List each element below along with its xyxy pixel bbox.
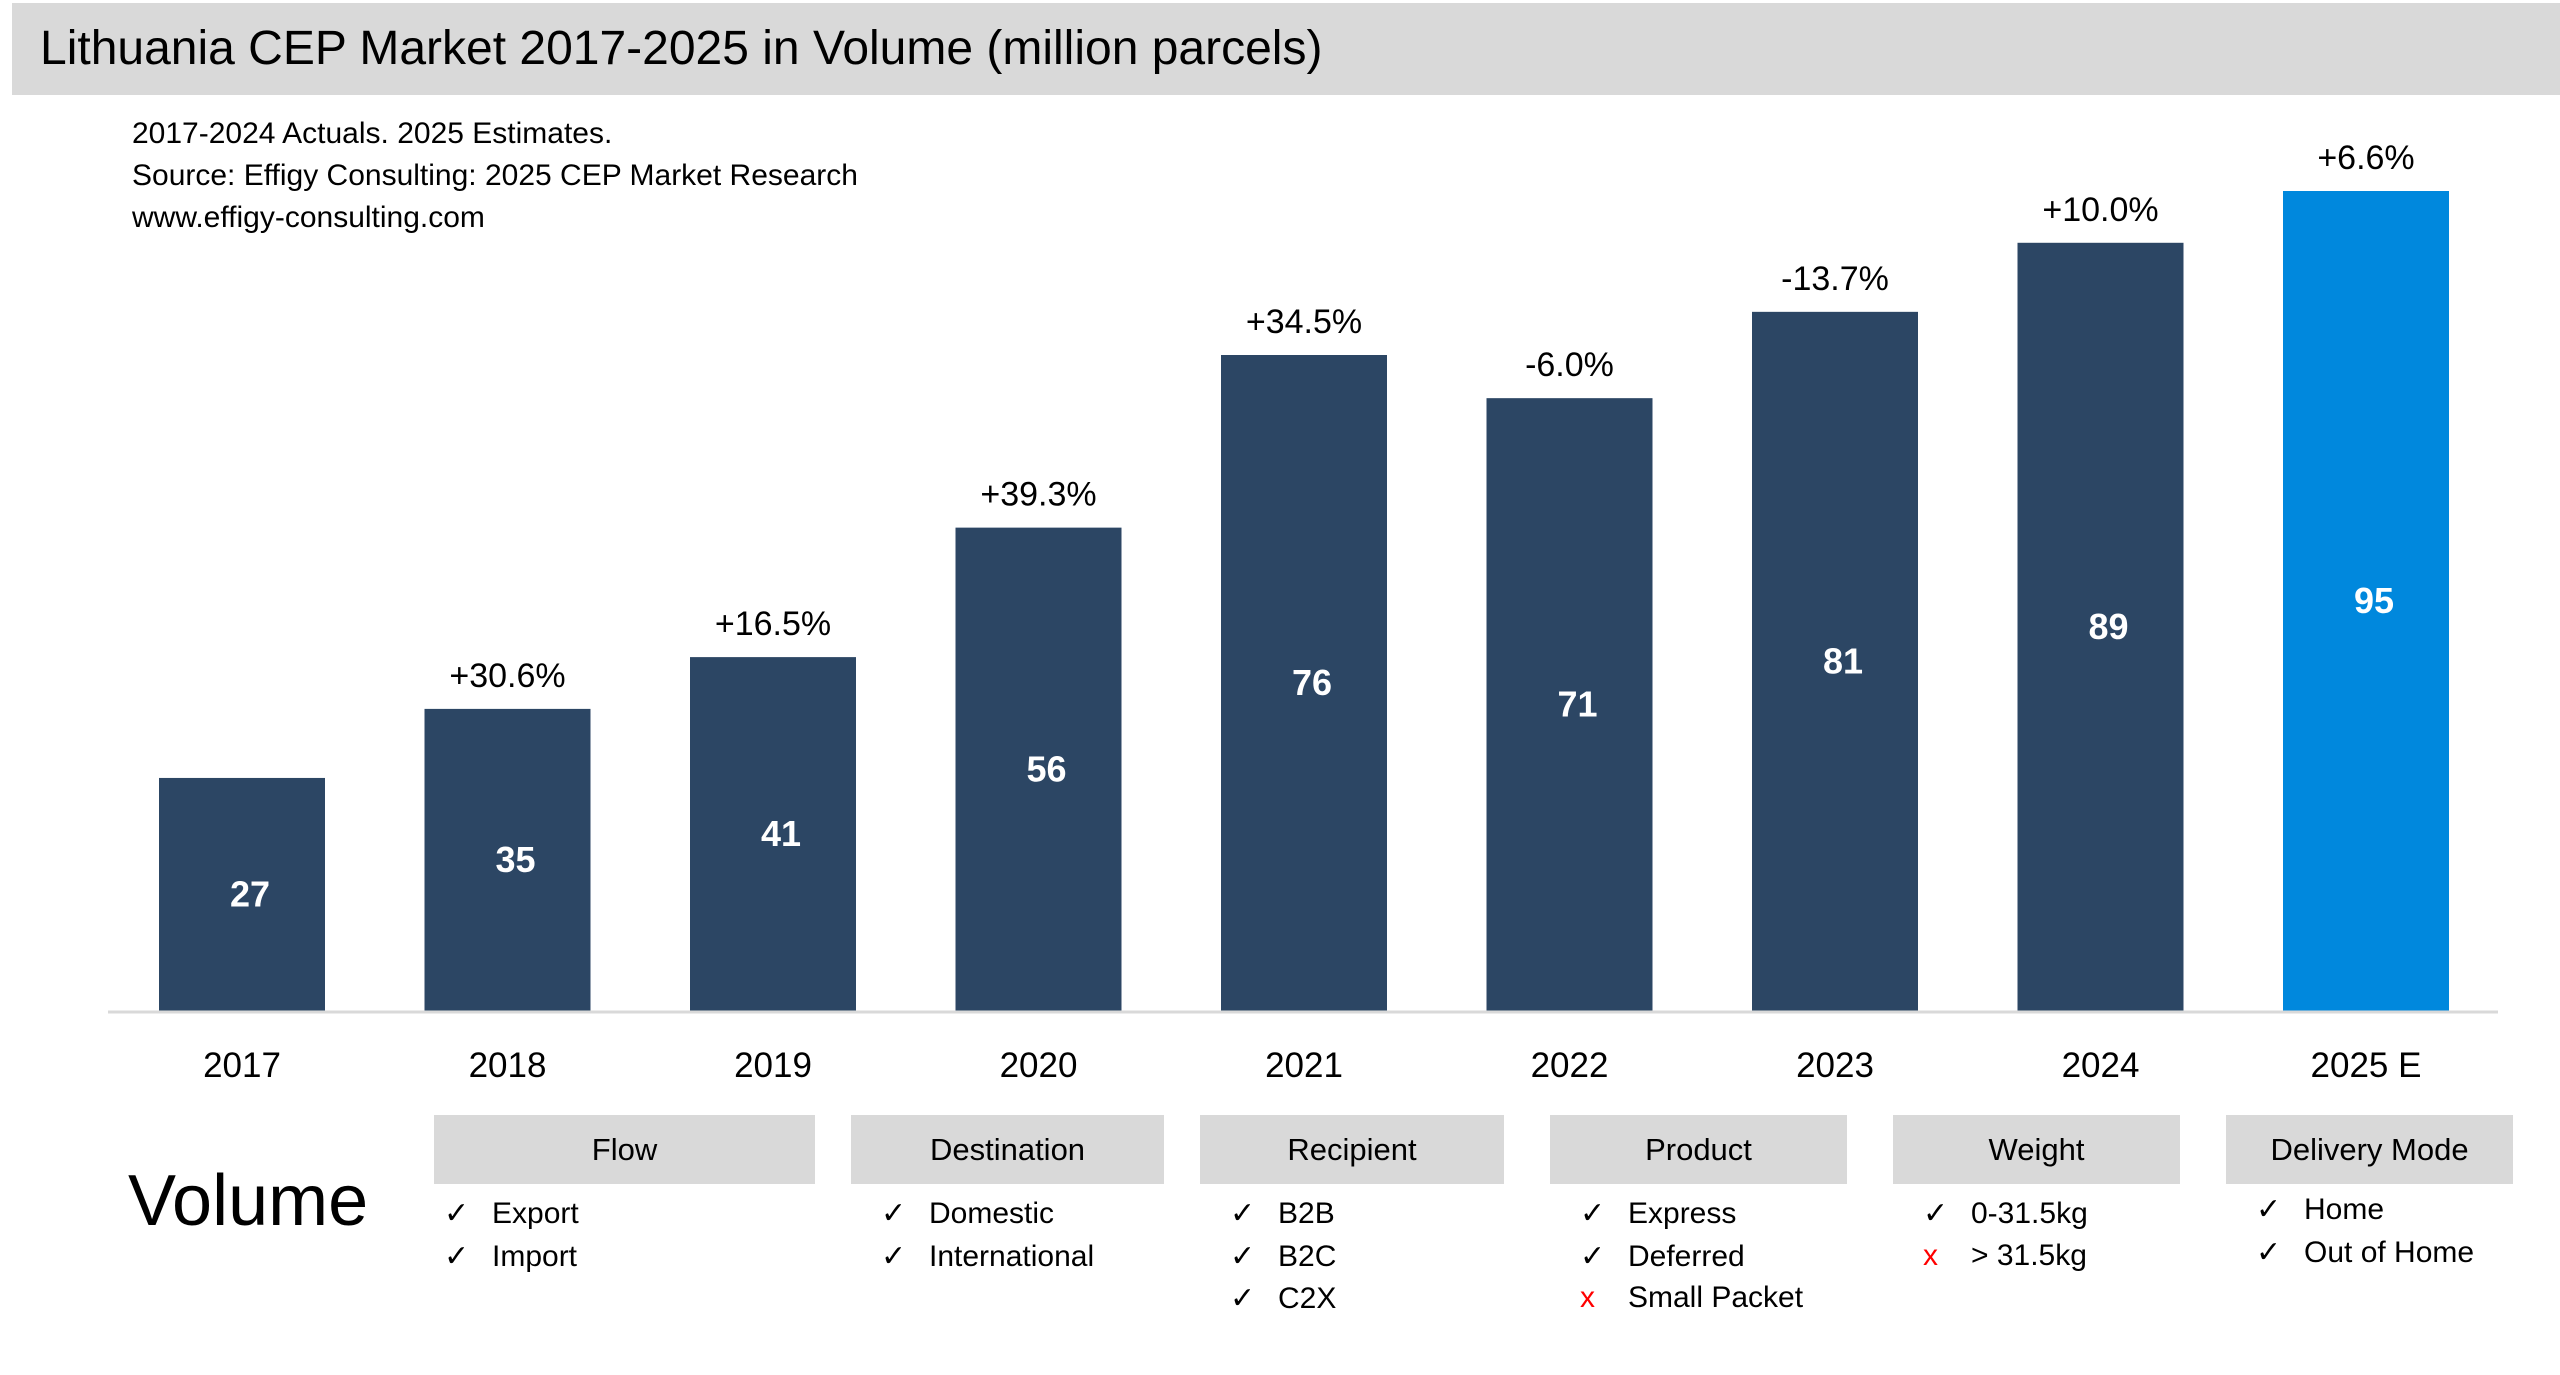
growth-label: -13.7%	[1781, 260, 1889, 298]
segment-item: ✓ Out of Home	[2256, 1235, 2474, 1270]
growth-label: +6.6%	[2317, 139, 2414, 177]
title-bar: Lithuania CEP Market 2017-2025 in Volume…	[12, 3, 2560, 95]
segment-item: ✓ Deferred	[1580, 1239, 1745, 1274]
x-tick-label: 2024	[2062, 1046, 2140, 1085]
segment-header-recipient: Recipient	[1200, 1115, 1504, 1184]
cross-icon: x	[1580, 1281, 1595, 1314]
bar	[1486, 398, 1653, 1011]
bar	[424, 708, 591, 1011]
segment-item-label: B2C	[1278, 1239, 1337, 1273]
segment-item-label: 0-31.5kg	[1971, 1197, 2088, 1230]
segment-item: ✓ 0-31.5kg	[1923, 1196, 2088, 1231]
check-icon: ✓	[1923, 1197, 1949, 1230]
check-icon: ✓	[1230, 1197, 1256, 1230]
data-label: 35	[495, 839, 535, 880]
data-label: 95	[2354, 580, 2394, 621]
segment-item: ✓ Home	[2256, 1192, 2384, 1227]
x-tick-label: 2022	[1531, 1046, 1609, 1085]
segment-header-weight: Weight	[1893, 1115, 2180, 1184]
growth-label: +10.0%	[2042, 191, 2158, 229]
check-icon: ✓	[1230, 1282, 1256, 1315]
segment-item: ✓ C2X	[1230, 1281, 1336, 1316]
check-icon: ✓	[1580, 1197, 1606, 1230]
data-label: 76	[1292, 662, 1332, 703]
bar	[1752, 311, 1918, 1011]
bar	[159, 777, 325, 1011]
segment-item: ✓ International	[881, 1239, 1094, 1274]
segment-header-flow: Flow	[434, 1115, 815, 1184]
segment-item-label: > 31.5kg	[1971, 1238, 2087, 1272]
segment-item: ✓ Domestic	[881, 1196, 1054, 1231]
data-label: 89	[2088, 606, 2128, 647]
check-icon: ✓	[881, 1239, 907, 1273]
segment-item-label: Domestic	[929, 1197, 1055, 1230]
bar	[955, 527, 1122, 1011]
segment-item-label: B2B	[1278, 1197, 1335, 1230]
check-icon: ✓	[2256, 1193, 2282, 1226]
segment-item-label: Export	[492, 1197, 579, 1230]
x-tick-label: 2023	[1796, 1046, 1874, 1085]
data-label: 27	[230, 873, 270, 914]
cross-icon: x	[1923, 1238, 1938, 1272]
segment-item-label: Small Packet	[1628, 1281, 1804, 1314]
bar	[2283, 191, 2449, 1011]
data-label: 41	[761, 813, 801, 854]
x-tick-label: 2025 E	[2311, 1046, 2422, 1085]
segment-item: ✓ B2C	[1230, 1239, 1336, 1274]
segment-item: ✓ B2B	[1230, 1196, 1335, 1231]
growth-label: +30.6%	[449, 657, 565, 695]
bar	[2017, 242, 2184, 1011]
segment-item: x > 31.5kg	[1923, 1239, 2087, 1273]
segment-header-delivery-mode: Delivery Mode	[2226, 1115, 2513, 1184]
growth-label: -6.0%	[1525, 346, 1614, 384]
segment-item: ✓ Export	[444, 1196, 579, 1231]
growth-label: +16.5%	[715, 605, 831, 643]
segment-item-label: Out of Home	[2304, 1235, 2475, 1269]
growth-label: +34.5%	[1246, 303, 1362, 341]
x-tick-label: 2020	[1000, 1046, 1078, 1085]
bar-chart: 27 2017 35 +30.6% 2018 41 +16.5% 2019 56 +39.3% 20…	[108, 139, 2498, 1085]
segment-item: ✓ Import	[444, 1239, 577, 1274]
segment-item-label: Home	[2304, 1193, 2385, 1226]
segment-item-label: Import	[492, 1239, 578, 1273]
segments-label: Volume	[128, 1161, 369, 1241]
data-label: 71	[1557, 684, 1597, 725]
x-tick-label: 2019	[734, 1046, 812, 1085]
check-icon: ✓	[881, 1197, 907, 1230]
bar	[1221, 355, 1387, 1011]
segment-item-label: C2X	[1278, 1282, 1337, 1315]
growth-label: +39.3%	[980, 476, 1096, 514]
check-icon: ✓	[2256, 1235, 2282, 1269]
x-tick-label: 2018	[469, 1046, 547, 1085]
check-icon: ✓	[1230, 1239, 1256, 1273]
x-tick-label: 2021	[1265, 1046, 1343, 1085]
segment-item-label: International	[929, 1239, 1095, 1273]
subtitle-line: 2017-2024 Actuals. 2025 Estimates.	[132, 117, 613, 150]
data-label: 56	[1026, 748, 1066, 789]
segment-header-product: Product	[1550, 1115, 1847, 1184]
segment-item: x Small Packet	[1580, 1281, 1803, 1315]
check-icon: ✓	[1580, 1239, 1606, 1273]
check-icon: ✓	[444, 1197, 470, 1230]
segment-item-label: Deferred	[1628, 1239, 1745, 1273]
bar	[690, 657, 856, 1011]
data-label: 81	[1823, 640, 1863, 681]
chart-title: Lithuania CEP Market 2017-2025 in Volume…	[40, 22, 1323, 75]
segment-header-destination: Destination	[851, 1115, 1164, 1184]
segment-item-label: Express	[1628, 1197, 1737, 1230]
subtitle-line: www.effigy-consulting.com	[132, 201, 485, 234]
subtitle-line: Source: Effigy Consulting: 2025 CEP Mark…	[132, 159, 858, 192]
segment-item: ✓ Express	[1580, 1196, 1736, 1231]
x-tick-label: 2017	[203, 1046, 281, 1085]
check-icon: ✓	[444, 1239, 470, 1273]
